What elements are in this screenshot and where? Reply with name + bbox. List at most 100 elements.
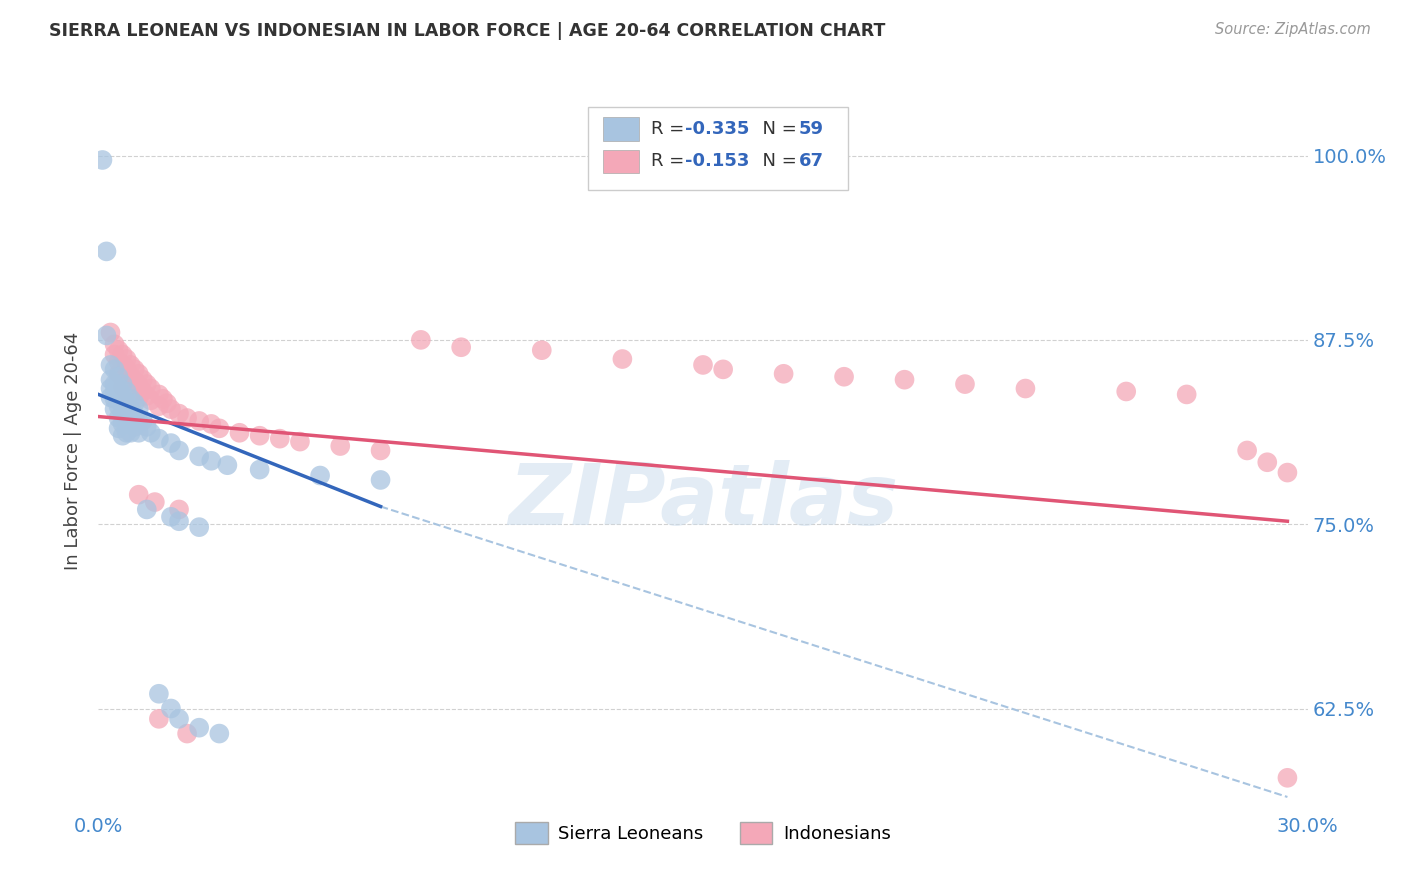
FancyBboxPatch shape	[603, 117, 638, 141]
Point	[111, 417, 134, 431]
Point	[208, 726, 231, 740]
Point	[167, 502, 190, 516]
Point	[148, 399, 170, 413]
Point	[120, 358, 142, 372]
Point	[128, 402, 150, 417]
Text: 59: 59	[799, 120, 824, 138]
Point	[148, 387, 170, 401]
Text: R =: R =	[651, 120, 690, 138]
Point	[128, 378, 150, 392]
Point	[167, 443, 190, 458]
Point	[115, 405, 138, 419]
Point	[288, 434, 311, 449]
Point	[167, 514, 190, 528]
Point	[100, 382, 122, 396]
Point	[135, 377, 157, 392]
Point	[103, 392, 125, 406]
Point	[309, 468, 332, 483]
Point	[115, 362, 138, 376]
Point	[188, 450, 211, 464]
Point	[329, 439, 352, 453]
Text: N =: N =	[751, 120, 803, 138]
Point	[188, 721, 211, 735]
Point	[96, 244, 118, 259]
Point	[160, 436, 183, 450]
Point	[269, 432, 291, 446]
Point	[103, 384, 125, 399]
Point	[124, 408, 146, 422]
Point	[107, 343, 129, 358]
Point	[176, 411, 198, 425]
Text: R =: R =	[651, 153, 690, 170]
Point	[167, 407, 190, 421]
Point	[91, 153, 114, 167]
Point	[135, 502, 157, 516]
Point	[1014, 382, 1036, 396]
Point	[120, 380, 142, 394]
Point	[120, 392, 142, 406]
Point	[103, 402, 125, 417]
Point	[1277, 771, 1299, 785]
Point	[893, 373, 915, 387]
Point	[107, 399, 129, 413]
Point	[111, 428, 134, 442]
Point	[132, 373, 155, 387]
Point	[100, 326, 122, 340]
Point	[160, 701, 183, 715]
Point	[148, 712, 170, 726]
Point	[139, 425, 162, 440]
Point	[124, 420, 146, 434]
Y-axis label: In Labor Force | Age 20-64: In Labor Force | Age 20-64	[63, 331, 82, 570]
Point	[124, 362, 146, 376]
Point	[711, 362, 734, 376]
Point	[132, 414, 155, 428]
Point	[120, 425, 142, 440]
Point	[120, 392, 142, 406]
Point	[107, 421, 129, 435]
Point	[139, 382, 162, 396]
Point	[132, 384, 155, 399]
Point	[135, 389, 157, 403]
Point	[188, 414, 211, 428]
Point	[103, 337, 125, 351]
Point	[228, 425, 250, 440]
Point	[96, 328, 118, 343]
Point	[148, 432, 170, 446]
Text: -0.153: -0.153	[685, 153, 749, 170]
Point	[530, 343, 553, 358]
FancyBboxPatch shape	[588, 107, 848, 190]
Point	[103, 377, 125, 392]
Point	[167, 712, 190, 726]
Point	[188, 520, 211, 534]
Point	[128, 390, 150, 404]
Point	[107, 355, 129, 369]
Point	[115, 384, 138, 399]
FancyBboxPatch shape	[603, 150, 638, 173]
Point	[409, 333, 432, 347]
Point	[115, 352, 138, 367]
Point	[160, 402, 183, 417]
Point	[115, 384, 138, 399]
Point	[107, 369, 129, 384]
Point	[128, 425, 150, 440]
Point	[176, 726, 198, 740]
Point	[111, 387, 134, 401]
Point	[1236, 443, 1258, 458]
Point	[124, 374, 146, 388]
Point	[124, 396, 146, 410]
Point	[107, 380, 129, 394]
Point	[128, 367, 150, 381]
Text: N =: N =	[751, 153, 803, 170]
Point	[100, 390, 122, 404]
Point	[1115, 384, 1137, 399]
Text: ZIPatlas: ZIPatlas	[508, 459, 898, 542]
Point	[249, 428, 271, 442]
Point	[111, 407, 134, 421]
Text: Source: ZipAtlas.com: Source: ZipAtlas.com	[1215, 22, 1371, 37]
Text: SIERRA LEONEAN VS INDONESIAN IN LABOR FORCE | AGE 20-64 CORRELATION CHART: SIERRA LEONEAN VS INDONESIAN IN LABOR FO…	[49, 22, 886, 40]
Point	[450, 340, 472, 354]
Point	[370, 443, 392, 458]
Point	[1256, 455, 1278, 469]
Point	[208, 421, 231, 435]
Point	[103, 348, 125, 362]
